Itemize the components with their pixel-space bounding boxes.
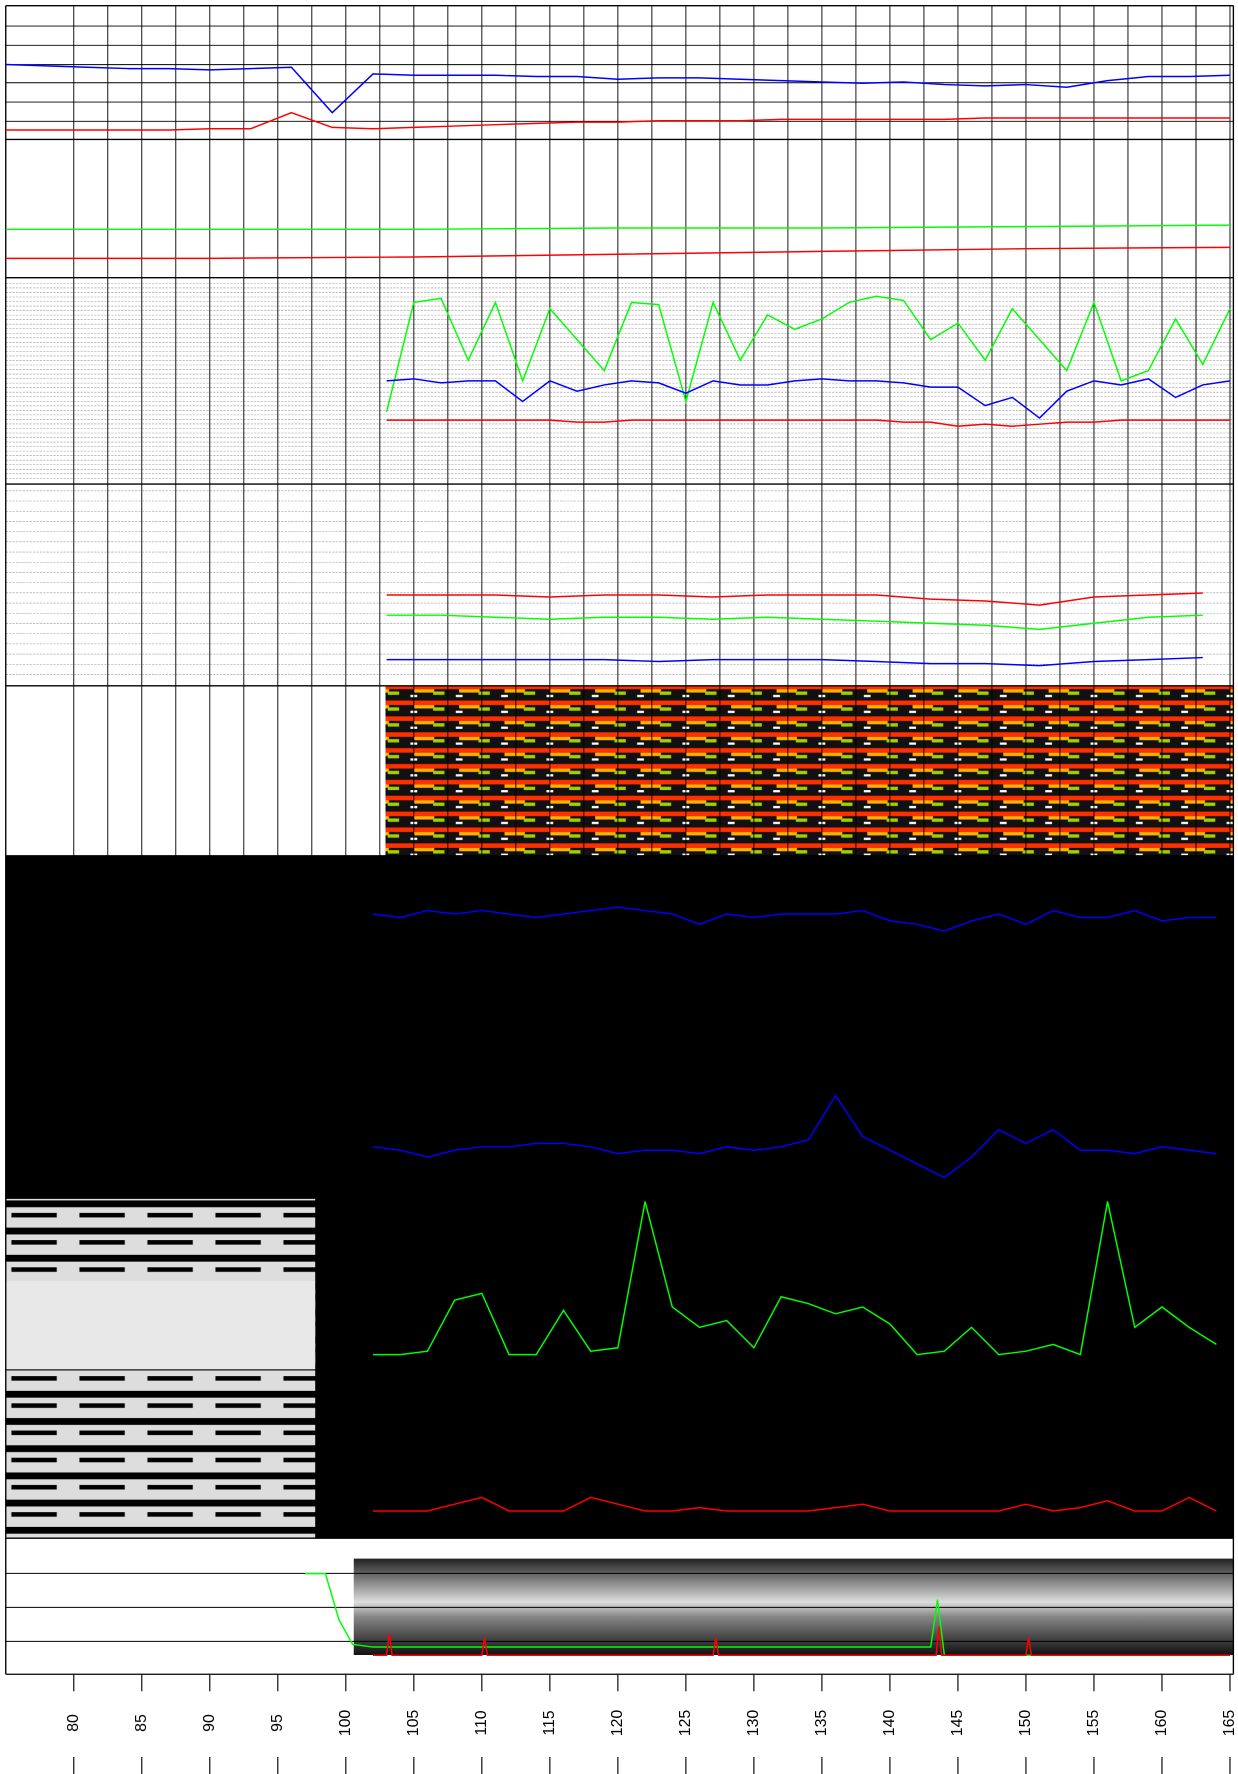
x-tick-label: 150 — [1017, 1710, 1034, 1737]
log-curve — [387, 615, 1203, 629]
x-tick-label: 100 — [337, 1710, 354, 1737]
x-tick-label: 90 — [201, 1714, 218, 1732]
x-tick-label: 160 — [1153, 1710, 1170, 1737]
image-track — [385, 686, 1233, 856]
x-tick-label: 110 — [473, 1710, 490, 1735]
x-tick-label: 145 — [949, 1710, 966, 1737]
x-tick-label: 165 — [1221, 1710, 1238, 1737]
x-tick-label: 85 — [133, 1714, 150, 1732]
x-tick-label: 95 — [269, 1714, 286, 1732]
image-track — [6, 1281, 315, 1369]
x-tick-label: 130 — [745, 1710, 762, 1737]
log-curve — [387, 379, 1230, 418]
chart: 80 85 90 95 100 105 110 115 120 125 130 135 140 145 15… — [0, 0, 1238, 1774]
x-tick-label: 155 — [1085, 1710, 1102, 1737]
x-tick-label: 120 — [609, 1710, 626, 1737]
x-tick-label: 115 — [541, 1710, 558, 1735]
x-tick-label: 125 — [677, 1710, 694, 1737]
x-tick-label: 105 — [405, 1710, 422, 1737]
x-tick-label: 140 — [881, 1710, 898, 1737]
x-tick-label: 135 — [813, 1710, 830, 1737]
x-tick-label: 80 — [65, 1714, 82, 1732]
page: 80 85 90 95 100 105 110 115 120 125 130 135 140 145 15… — [0, 0, 1238, 1774]
log-curve — [387, 420, 1230, 426]
